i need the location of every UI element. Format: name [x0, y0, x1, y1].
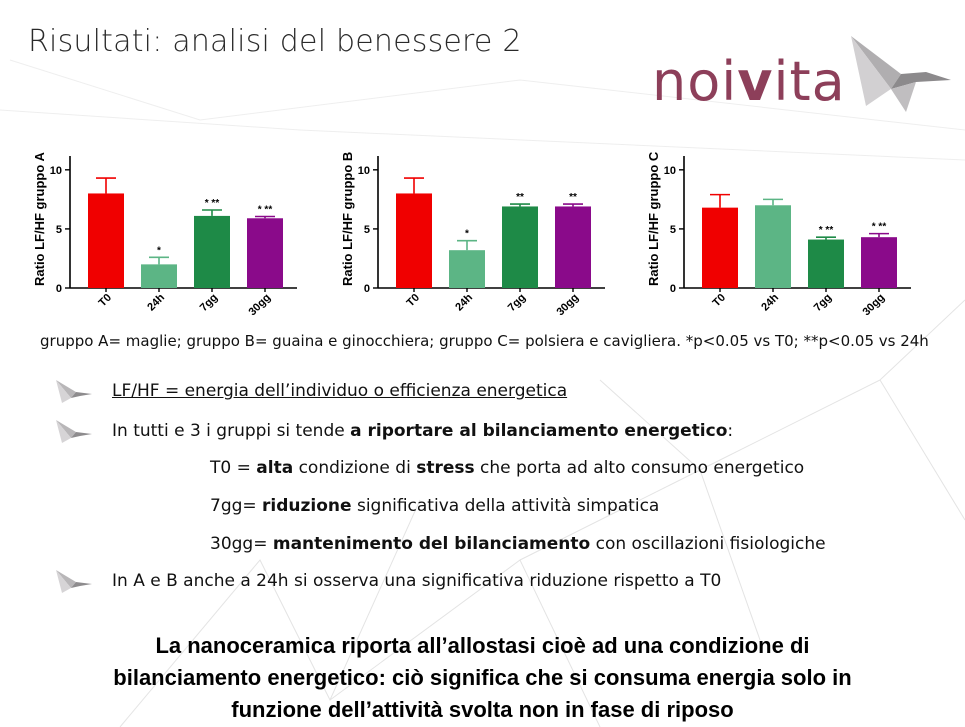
- chart-gruppo-a: Ratio LF/HF gruppo A 0 5 10 T0 * 24h * ** 7gg * *…: [28, 128, 328, 323]
- y-tick-label: 10: [664, 165, 676, 177]
- y-tick-label: 10: [358, 165, 370, 177]
- x-tick-label: 30gg: [860, 292, 887, 318]
- y-axis-label: Ratio LF/HF gruppo B: [340, 152, 355, 286]
- chart-gruppo-b: Ratio LF/HF gruppo B 0 5 10 T0 * 24h ** 7gg ** 30g…: [336, 128, 636, 323]
- chart-gruppo-c: Ratio LF/HF gruppo C 0 5 10 T0 24h * ** 7gg * **…: [642, 128, 942, 323]
- sub-bullet-7gg: 7gg= riduzione significativa della attiv…: [210, 496, 660, 516]
- y-tick-label: 0: [670, 283, 676, 295]
- y-tick-label: 5: [364, 224, 370, 236]
- x-tick-label: T0: [97, 292, 115, 310]
- x-tick-label: 24h: [759, 291, 781, 313]
- bar-chart-c: Ratio LF/HF gruppo C 0 5 10 T0 24h * ** 7gg * **…: [646, 151, 911, 318]
- bird-bullet-icon: [56, 570, 92, 593]
- bar: [396, 193, 432, 288]
- bar-chart-a: Ratio LF/HF gruppo A 0 5 10 T0 * 24h * ** 7gg * *…: [32, 152, 297, 318]
- significance-label: * **: [819, 225, 834, 236]
- sub-bullet-t0: T0 = alta condizione di stress che porta…: [210, 458, 805, 478]
- bird-bullet-icon: [56, 420, 92, 443]
- bar: [141, 264, 177, 288]
- bar: [702, 207, 738, 288]
- bar: [449, 250, 485, 288]
- y-tick-label: 5: [670, 224, 676, 236]
- significance-label: * **: [872, 222, 887, 233]
- noivita-logo: noivita: [646, 36, 956, 116]
- bar: [808, 239, 844, 288]
- y-tick-label: 0: [364, 283, 370, 295]
- significance-label: * **: [258, 205, 273, 216]
- significance-label: **: [569, 192, 577, 203]
- bar: [555, 206, 591, 288]
- x-tick-label: 7gg: [812, 292, 834, 314]
- logo-text: noivita: [652, 50, 846, 113]
- significance-label: **: [516, 192, 524, 203]
- bullet-3-text: In A e B anche a 24h si osserva una sign…: [112, 571, 722, 591]
- conclusion-line-3: funzione dell’attività svolta non in fas…: [231, 697, 734, 722]
- x-tick-label: 30gg: [554, 292, 581, 318]
- bar: [861, 237, 897, 288]
- x-tick-label: 24h: [453, 291, 475, 313]
- bullet-2-text: In tutti e 3 i gruppi si tende a riporta…: [112, 421, 734, 441]
- bullet-2: In tutti e 3 i gruppi si tende a riporta…: [54, 418, 733, 444]
- significance-label: * **: [205, 198, 220, 209]
- bar: [755, 205, 791, 288]
- significance-label: *: [465, 229, 469, 240]
- x-tick-label: T0: [711, 292, 729, 310]
- bullet-3: In A e B anche a 24h si osserva una sign…: [54, 568, 721, 594]
- bar-chart-b: Ratio LF/HF gruppo B 0 5 10 T0 * 24h ** 7gg ** 30g…: [340, 152, 605, 318]
- y-axis-label: Ratio LF/HF gruppo C: [646, 151, 661, 286]
- y-tick-label: 5: [56, 224, 62, 236]
- bullet-1: LF/HF = energia dell’individuo o efficie…: [54, 378, 567, 404]
- x-tick-label: T0: [405, 292, 423, 310]
- x-tick-label: 7gg: [506, 292, 528, 314]
- y-axis-label: Ratio LF/HF gruppo A: [32, 152, 47, 286]
- bar: [194, 215, 230, 288]
- x-tick-label: 24h: [145, 291, 167, 313]
- y-tick-label: 10: [50, 165, 62, 177]
- x-tick-label: 30gg: [246, 292, 273, 318]
- bullet-1-text: LF/HF = energia dell’individuo o efficie…: [112, 381, 568, 401]
- conclusion-line-2: bilanciamento energetico: ciò significa …: [113, 665, 852, 690]
- bar: [502, 206, 538, 288]
- conclusion-line-1: La nanoceramica riporta all’allostasi ci…: [155, 633, 810, 658]
- bar: [88, 193, 124, 288]
- chart-caption: gruppo A= maglie; gruppo B= guaina e gin…: [40, 332, 929, 350]
- bird-bullet-icon: [56, 380, 92, 403]
- bird-icon: [851, 36, 951, 112]
- x-tick-label: 7gg: [198, 292, 220, 314]
- sub-bullet-30gg: 30gg= mantenimento del bilanciamento con…: [210, 534, 826, 554]
- slide-title: Risultati: analisi del benessere 2: [28, 24, 522, 59]
- significance-label: *: [157, 245, 161, 256]
- conclusion: La nanoceramica riporta all’allostasi ci…: [0, 630, 965, 726]
- bar: [247, 218, 283, 288]
- y-tick-label: 0: [56, 283, 62, 295]
